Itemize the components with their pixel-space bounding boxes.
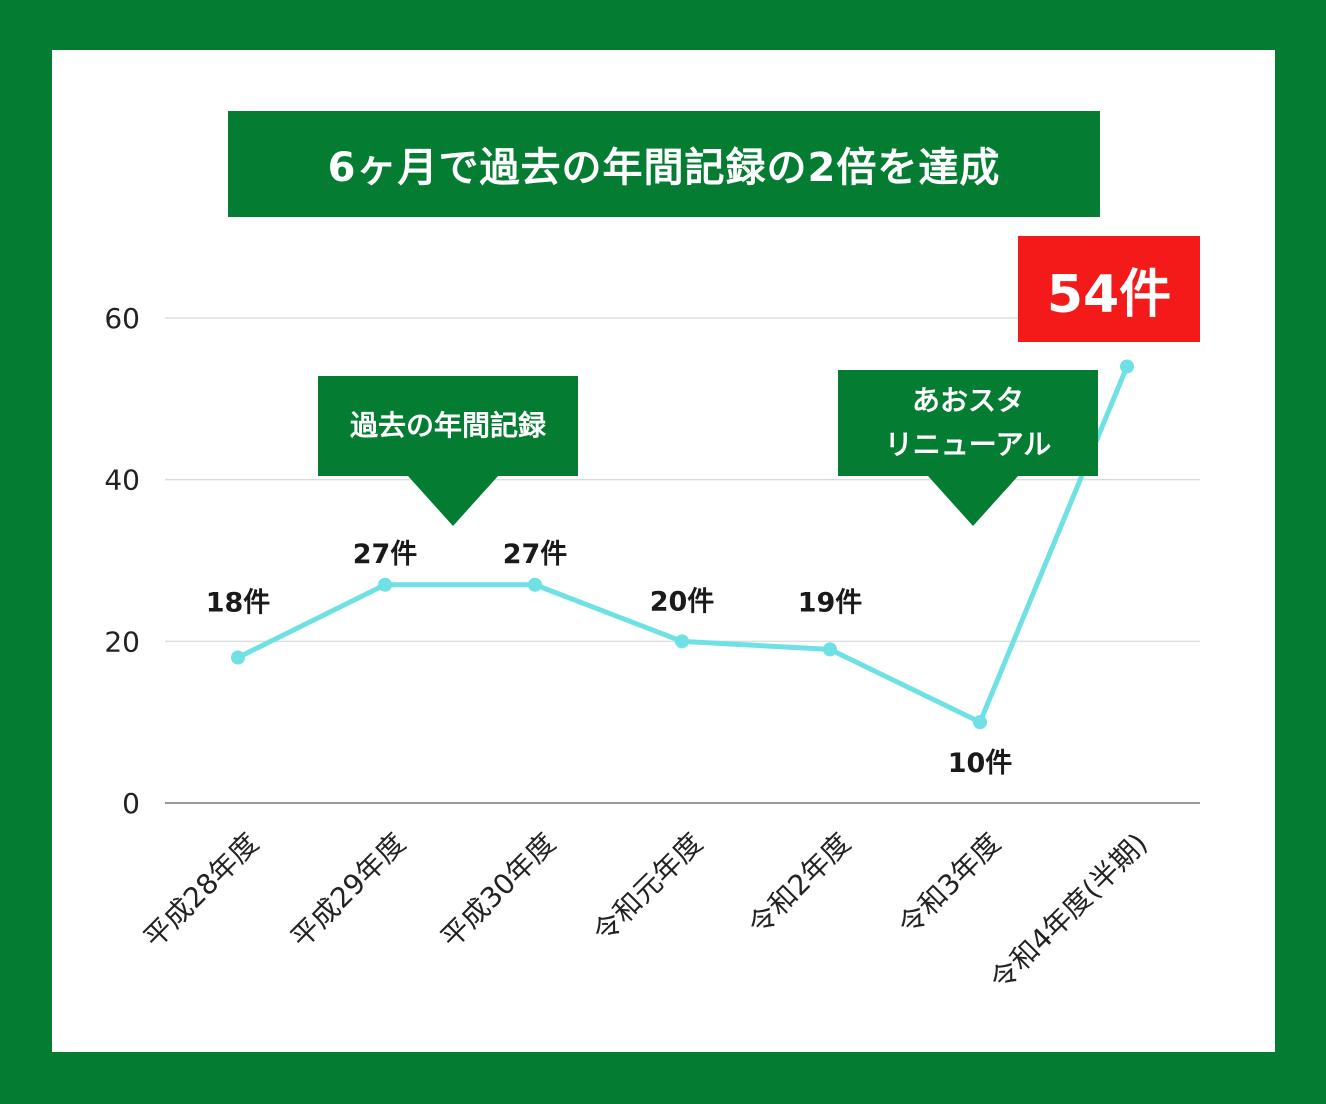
callout-pointer [928, 476, 1018, 526]
y-tick-label: 20 [104, 625, 140, 658]
callout-line: 過去の年間記録 [349, 409, 546, 442]
callout-pointer [408, 476, 498, 526]
y-tick-label: 0 [122, 787, 140, 820]
highlight-badge: 54件 [1018, 236, 1200, 342]
data-point [528, 577, 542, 592]
y-tick-label: 60 [104, 302, 140, 335]
y-tick-label: 40 [104, 464, 140, 497]
data-point [378, 577, 392, 592]
data-point [1120, 359, 1134, 374]
data-point [231, 650, 245, 665]
data-label: 19件 [798, 587, 863, 618]
callout-past-record: 過去の年間記録 [318, 376, 578, 476]
data-label: 27件 [353, 539, 418, 570]
callout-line: あおスタ [911, 384, 1024, 417]
y-axis-ticks: 0 20 40 60 [104, 302, 140, 820]
data-point [973, 715, 987, 730]
x-tick-label: 令和2年度 [742, 827, 857, 942]
data-label: 20件 [650, 586, 715, 617]
x-tick-label: 令和元年度 [587, 827, 709, 949]
data-label: 18件 [206, 588, 271, 619]
data-label: 10件 [948, 748, 1013, 779]
x-tick-label: 平成29年度 [284, 827, 412, 955]
x-tick-label: 平成28年度 [137, 827, 265, 955]
data-point [823, 642, 837, 657]
chart-panel [52, 50, 1275, 1052]
x-tick-label: 平成30年度 [434, 827, 562, 955]
x-tick-label: 令和3年度 [892, 827, 1007, 942]
x-axis-labels: 平成28年度 平成29年度 平成30年度 令和元年度 令和2年度 令和3年度令和4年度(半… [137, 827, 1154, 997]
data-label: 27件 [503, 539, 568, 570]
data-points [231, 359, 1134, 730]
callout-renewal: あおスタ リニューアル [838, 370, 1098, 476]
data-point [675, 634, 689, 649]
x-tick-label: 令和4年度(半期) [984, 827, 1154, 997]
chart-title: 6ヶ月で過去の年間記録の2倍を達成 [228, 111, 1100, 217]
data-labels: 18件 27件 27件 20件 19件 10件 [206, 539, 1013, 779]
callout-line: リニューアル [884, 428, 1052, 461]
